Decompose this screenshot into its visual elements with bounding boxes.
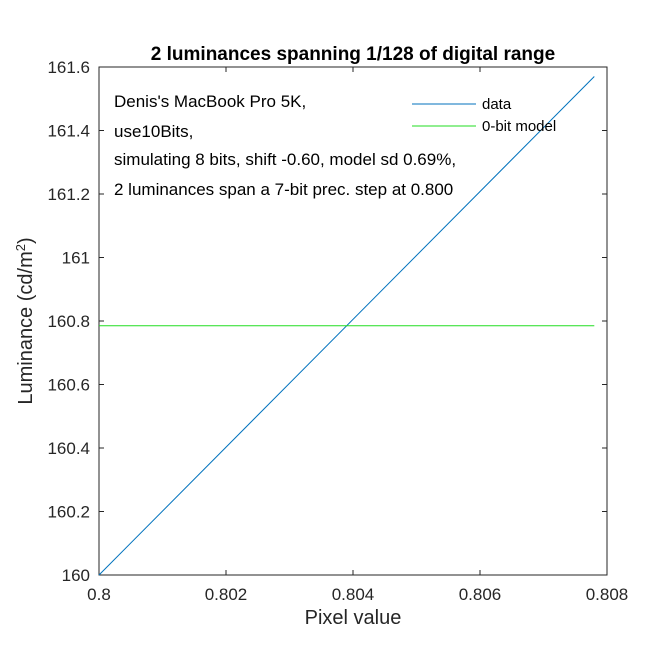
- y-axis-title: Luminance (cd/m2): [13, 237, 38, 404]
- annotation-line: simulating 8 bits, shift -0.60, model sd…: [114, 150, 456, 169]
- y-tick-label: 160.4: [47, 439, 90, 458]
- x-axis-title: Pixel value: [305, 607, 402, 629]
- annotation-line: use10Bits,: [114, 122, 193, 141]
- axis-ticks: [98, 66, 608, 576]
- y-tick-label: 160.8: [47, 312, 90, 331]
- y-axis-title-close: ): [15, 237, 37, 244]
- y-tick-label: 160: [62, 566, 90, 585]
- series-lines: [98, 76, 595, 576]
- y-tick-label: 161.4: [47, 122, 90, 141]
- x-tick-label: 0.808: [586, 585, 629, 604]
- y-tick-label: 161.2: [47, 185, 90, 204]
- x-tick-label: 0.8: [87, 585, 111, 604]
- y-tick-label: 161: [62, 249, 90, 268]
- y-tick-label: 160.2: [47, 503, 90, 522]
- chart-title: 2 luminances spanning 1/128 of digital r…: [151, 44, 555, 65]
- legend-label-data: data: [482, 96, 512, 113]
- annotation-line: 2 luminances span a 7-bit prec. step at …: [114, 180, 453, 199]
- y-axis-title-superscript: 2: [13, 244, 28, 251]
- legend: data 0-bit model: [412, 96, 556, 135]
- x-tick-label: 0.802: [205, 585, 248, 604]
- legend-label-0-bit-model: 0-bit model: [482, 118, 556, 135]
- y-tick-label: 161.6: [47, 58, 90, 77]
- tick-labels: 0.8 0.802 0.804 0.806 0.808 160 160.2 160.4 160.…: [47, 58, 628, 604]
- x-tick-label: 0.804: [332, 585, 375, 604]
- annotation-line: Denis's MacBook Pro 5K,: [114, 92, 306, 111]
- annotation-block: Denis's MacBook Pro 5K, use10Bits, simul…: [114, 92, 456, 199]
- y-axis-title-main: Luminance (cd/m: [15, 251, 37, 404]
- y-tick-label: 160.6: [47, 376, 90, 395]
- x-tick-label: 0.806: [459, 585, 502, 604]
